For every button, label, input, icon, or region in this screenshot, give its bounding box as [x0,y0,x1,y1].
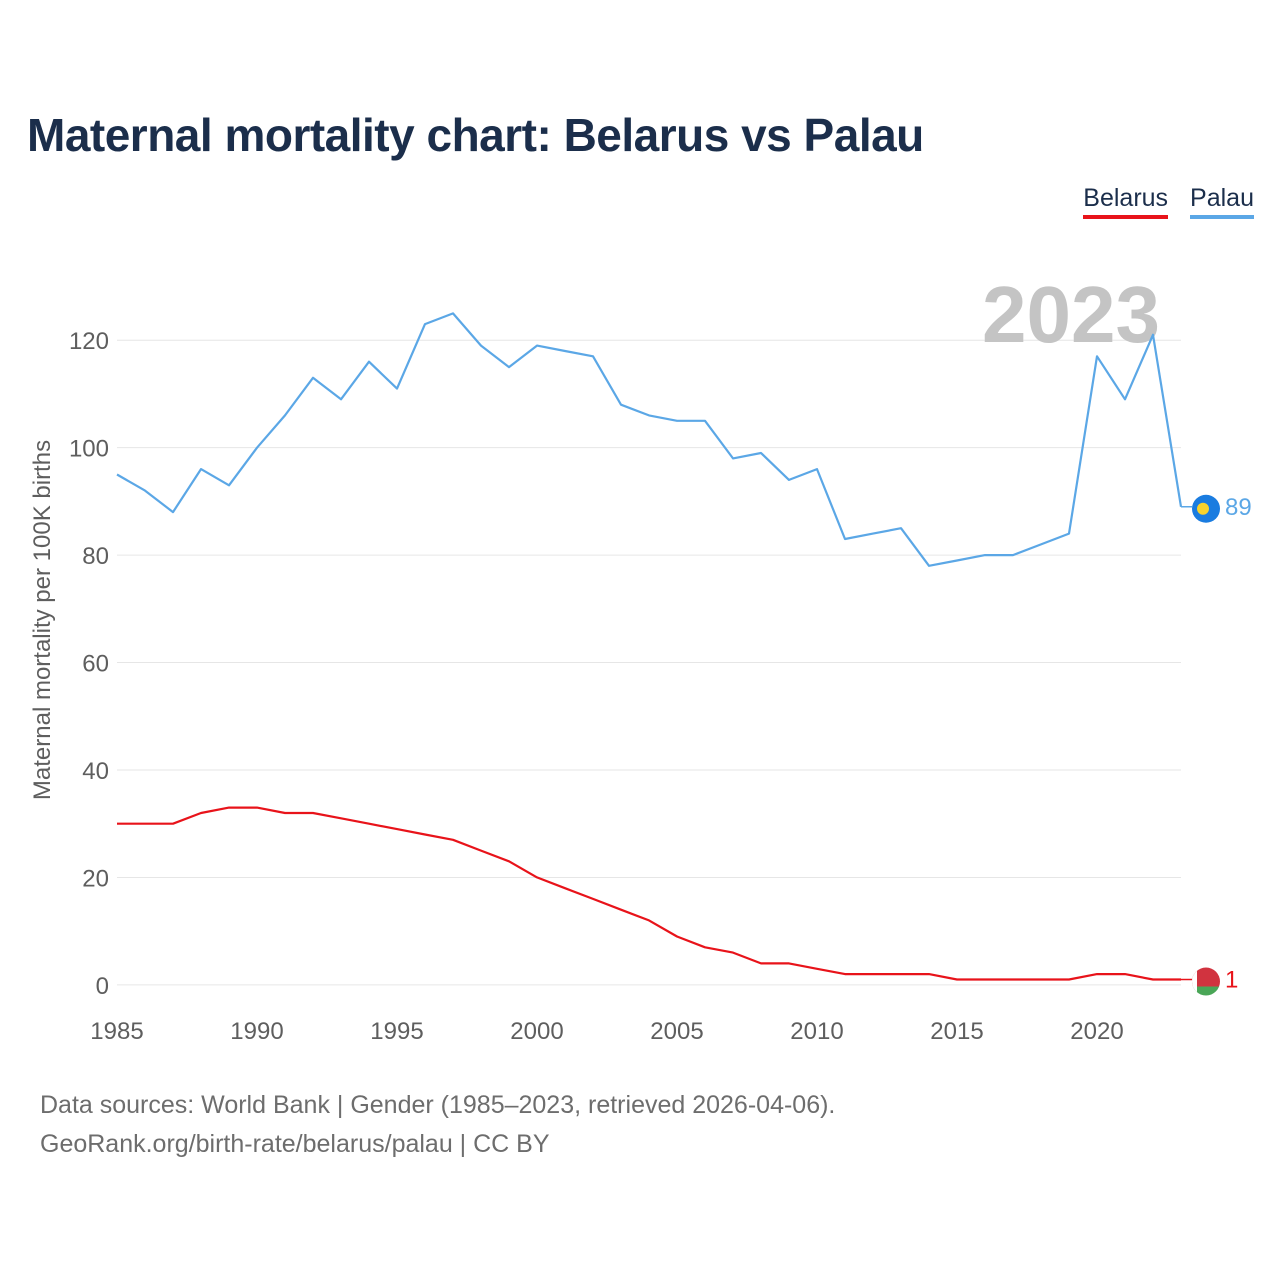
legend-item-palau[interactable]: Palau [1190,184,1254,219]
legend: Belarus Palau [1083,184,1254,219]
end-value-label-belarus: 1 [1225,967,1238,994]
x-tick-label-2000: 2000 [510,1018,563,1045]
y-tick-label-60: 60 [82,651,109,678]
series-line-palau[interactable] [116,312,1183,567]
x-tick-label-1990: 1990 [230,1018,283,1045]
y-tick-label-120: 120 [69,328,109,355]
y-tick-label-100: 100 [69,436,109,463]
series-lines [116,312,1183,981]
x-tick-label-1995: 1995 [370,1018,423,1045]
chart-title: Maternal mortality chart: Belarus vs Pal… [27,109,924,161]
palau-flag-icon [1192,494,1220,523]
x-axis-ticks: 1985 1990 1995 2000 2005 2010 2015 2020 [90,1018,1123,1045]
year-watermark: 2023 [982,270,1160,359]
x-tick-label-2010: 2010 [790,1018,843,1045]
y-tick-label-20: 20 [82,865,109,892]
y-axis-ticks: 0 20 40 60 80 100 120 [69,328,109,1000]
y-tick-label-40: 40 [82,758,109,785]
end-value-label-palau: 89 [1225,494,1252,521]
x-tick-label-2020: 2020 [1070,1018,1123,1045]
end-markers: 1 89 [1181,494,1252,996]
x-tick-label-1985: 1985 [90,1018,143,1045]
y-tick-label-80: 80 [82,543,109,570]
x-tick-label-2015: 2015 [930,1018,983,1045]
footer: Data sources: World Bank | Gender (1985–… [40,1086,835,1164]
x-tick-label-2005: 2005 [650,1018,703,1045]
grid-lines [117,339,1181,986]
belarus-flag-icon [1192,967,1220,996]
legend-item-belarus[interactable]: Belarus [1083,184,1169,219]
series-line-belarus[interactable] [117,806,1181,981]
footer-credit[interactable]: GeoRank.org/birth-rate/belarus/palau | C… [40,1130,550,1158]
y-tick-label-0: 0 [96,973,109,1000]
footer-sources: Data sources: World Bank | Gender (1985–… [40,1091,836,1119]
y-axis-label: Maternal mortality per 100K births [29,440,56,800]
